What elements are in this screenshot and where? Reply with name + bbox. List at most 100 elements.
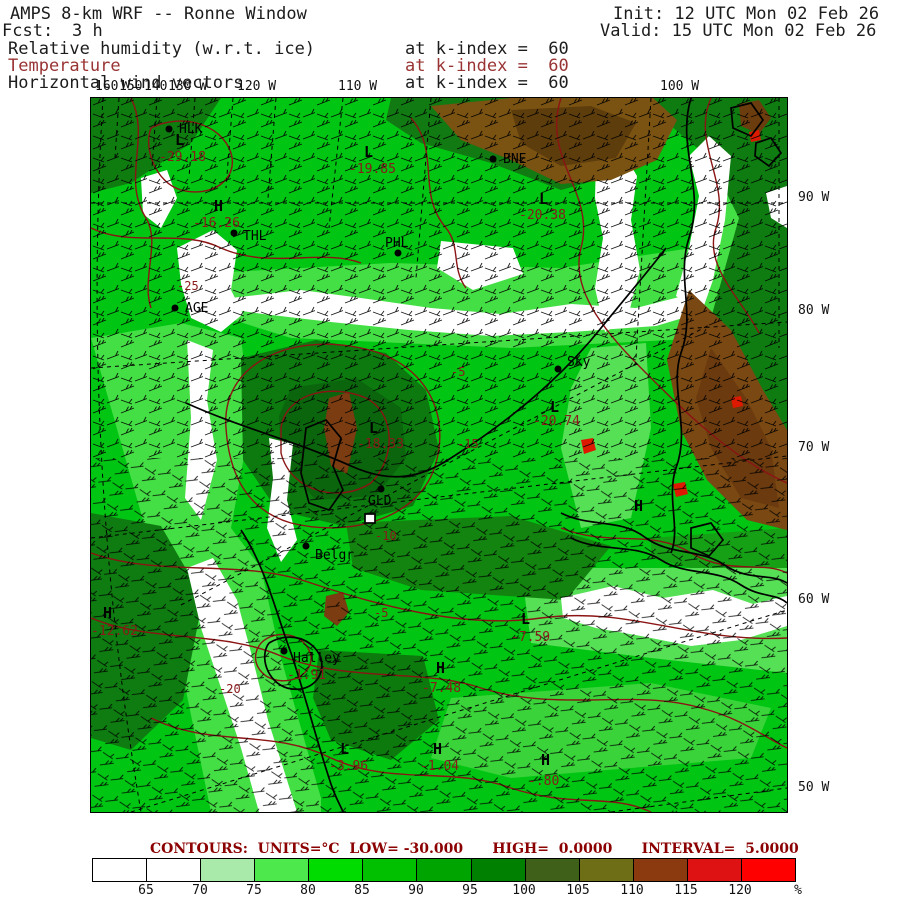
colorbar-cell xyxy=(470,859,525,881)
extremum-letter: H xyxy=(103,604,113,622)
station-label: Sky xyxy=(567,355,591,370)
legend-contour-info: CONTOURS: UNITS=°C LOW= -30.000 HIGH= 0.… xyxy=(150,841,799,857)
colorbar-ticks: 65 70 75 80 85 90 95 100 105 110 115 120% xyxy=(92,883,812,899)
lon-label: 150 xyxy=(119,79,143,94)
extremum-value: -1.91 xyxy=(287,668,327,683)
field-label-temp: Temperature xyxy=(8,56,121,76)
valid-time: Valid: 15 UTC Mon 02 Feb 26 xyxy=(600,21,877,41)
fcst-value: 3 h xyxy=(72,21,103,41)
station-label: BNE xyxy=(503,152,527,167)
lat-label: 80 W xyxy=(798,303,830,318)
extremum-letter: L xyxy=(369,419,379,437)
extremum-letter: H xyxy=(433,740,443,758)
lat-label: 60 W xyxy=(798,592,830,607)
extremum-value: -29.18 xyxy=(159,150,206,165)
colorbar-tick: 80 xyxy=(300,883,316,898)
lon-label: 130 W xyxy=(168,79,208,94)
station-label: Halley xyxy=(293,651,340,666)
contour-label: -20 xyxy=(219,682,241,696)
lon-label: 110 W xyxy=(338,79,378,94)
extremum-value: -20.38 xyxy=(519,208,566,223)
init-time: Init: 12 UTC Mon 02 Feb 26 xyxy=(613,4,880,24)
station-dot xyxy=(171,304,179,312)
colorbar-unit: % xyxy=(794,883,802,898)
extremum-value: -19.85 xyxy=(349,162,396,177)
contour-label: -5 xyxy=(374,606,389,620)
wind-barbs-upper xyxy=(91,98,787,458)
colorbar xyxy=(92,858,796,882)
station-label: PHL xyxy=(385,236,409,251)
extremum-value: -20.74 xyxy=(533,414,580,429)
extremum-letter: H xyxy=(214,197,224,215)
map-canvas: HLK BNE THL PHL AGE Sky GLD Belgr Halley L -29.18 L… xyxy=(90,97,788,813)
field-label-rh: Relative humidity (w.r.t. ice) xyxy=(8,39,316,59)
station-dot xyxy=(230,229,238,237)
colorbar-cell xyxy=(632,859,687,881)
lat-label: 50 W xyxy=(798,780,830,795)
station-dot xyxy=(554,365,562,373)
extremum-value: -.80 xyxy=(528,774,560,789)
fcst-label: Fcst: xyxy=(2,21,54,41)
lat-label: 70 W xyxy=(798,440,830,455)
field-level-rh: at k-index = 60 xyxy=(405,39,569,59)
colorbar-tick: 115 xyxy=(674,883,698,898)
colorbar-cell xyxy=(416,859,471,881)
extremum-letter: L xyxy=(364,143,374,161)
extremum-letter: L xyxy=(521,610,531,628)
colorbar-cell xyxy=(254,859,309,881)
station-label: AGE xyxy=(185,301,209,316)
colorbar-cell xyxy=(578,859,633,881)
colorbar-tick: 90 xyxy=(408,883,424,898)
extremum-letter: L xyxy=(539,190,549,208)
station-label: HLK xyxy=(179,122,203,137)
extremum-value: -3.96 xyxy=(329,759,369,774)
station-label: GLD xyxy=(368,494,392,509)
extremum-value: -1.04 xyxy=(420,759,460,774)
station-label: Belgr xyxy=(315,548,355,563)
extremum-value: -7.48 xyxy=(422,681,462,696)
contour-label: -25 xyxy=(177,279,199,293)
lon-label: 140 xyxy=(144,79,168,94)
colorbar-cell xyxy=(93,859,147,881)
station-dot xyxy=(165,125,173,133)
colorbar-tick: 85 xyxy=(354,883,370,898)
station-dot xyxy=(302,542,310,550)
extremum-letter: H xyxy=(436,659,446,677)
colorbar-tick: 65 xyxy=(138,883,154,898)
station-dot xyxy=(489,155,497,163)
extremum-letter: L xyxy=(340,740,350,758)
contour-label: -5 xyxy=(451,365,466,379)
colorbar-cell xyxy=(362,859,417,881)
colorbar-cell xyxy=(740,859,796,881)
extremum-value: -7.59 xyxy=(511,630,551,645)
wind-barbs-lower xyxy=(91,458,787,812)
extremum-value: -16.26 xyxy=(193,216,240,231)
extremum-value: -18.33 xyxy=(357,437,404,452)
lon-label: 160 xyxy=(95,79,119,94)
extremum-letter: L xyxy=(550,398,560,416)
colorbar-cell xyxy=(524,859,579,881)
extremum-letter: L xyxy=(175,131,185,149)
colorbar-cell xyxy=(146,859,201,881)
station-dot xyxy=(280,647,288,655)
station-label: THL xyxy=(243,229,267,244)
map-graphic xyxy=(91,98,787,812)
colorbar-cell xyxy=(308,859,363,881)
contour-label: -15 xyxy=(457,437,479,451)
colorbar-tick: 120 xyxy=(728,883,752,898)
plot-title: AMPS 8-km WRF -- Ronne Window xyxy=(10,4,307,24)
lon-label: 100 W xyxy=(660,79,700,94)
colorbar-cell xyxy=(200,859,255,881)
colorbar-tick: 105 xyxy=(566,883,590,898)
extremum-value: -12.62 xyxy=(91,624,138,639)
field-level-wind: at k-index = 60 xyxy=(405,73,569,93)
colorbar-tick: 110 xyxy=(620,883,644,898)
extremum-letter: H xyxy=(541,751,551,769)
lon-label: 120 W xyxy=(237,79,277,94)
station-dot xyxy=(394,249,402,257)
colorbar-tick: 75 xyxy=(246,883,262,898)
extremum-letter: H xyxy=(634,497,644,515)
colorbar-tick: 70 xyxy=(192,883,208,898)
colorbar-tick: 95 xyxy=(462,883,478,898)
map-annotations: HLK BNE THL PHL AGE Sky GLD Belgr Halley L -29.18 L… xyxy=(91,98,787,812)
